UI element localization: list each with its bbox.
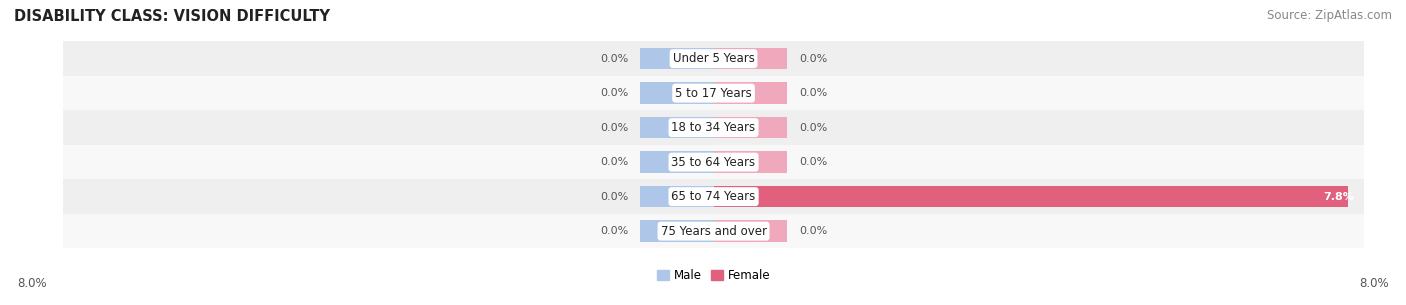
Text: 0.0%: 0.0% [600, 54, 628, 64]
Legend: Male, Female: Male, Female [657, 269, 770, 282]
Bar [713, 117, 787, 138]
Text: Source: ZipAtlas.com: Source: ZipAtlas.com [1267, 9, 1392, 22]
Text: 7.8%: 7.8% [1323, 192, 1354, 202]
Bar [63, 110, 1364, 145]
Bar [63, 214, 1364, 248]
Text: 0.0%: 0.0% [600, 192, 628, 202]
Text: 0.0%: 0.0% [799, 226, 827, 236]
Bar [713, 186, 1347, 207]
Text: 35 to 64 Years: 35 to 64 Years [672, 156, 755, 169]
Text: 0.0%: 0.0% [600, 123, 628, 133]
Bar [713, 48, 787, 69]
Bar [713, 221, 787, 242]
Bar [640, 221, 713, 242]
Bar [63, 145, 1364, 179]
Bar [640, 117, 713, 138]
Bar [63, 41, 1364, 76]
Bar [640, 186, 713, 207]
Bar [63, 179, 1364, 214]
Text: 5 to 17 Years: 5 to 17 Years [675, 87, 752, 100]
Text: 8.0%: 8.0% [1360, 277, 1389, 290]
Text: 8.0%: 8.0% [17, 277, 46, 290]
Text: 75 Years and over: 75 Years and over [661, 224, 766, 238]
Text: 0.0%: 0.0% [600, 157, 628, 167]
Text: 0.0%: 0.0% [600, 88, 628, 98]
Text: 0.0%: 0.0% [799, 123, 827, 133]
Text: 65 to 74 Years: 65 to 74 Years [672, 190, 755, 203]
Bar [640, 151, 713, 173]
Text: 0.0%: 0.0% [799, 157, 827, 167]
Text: 0.0%: 0.0% [600, 226, 628, 236]
Bar [63, 76, 1364, 110]
Bar [640, 82, 713, 104]
Bar [713, 151, 787, 173]
Text: Under 5 Years: Under 5 Years [672, 52, 755, 65]
Text: 18 to 34 Years: 18 to 34 Years [672, 121, 755, 134]
Text: 0.0%: 0.0% [799, 88, 827, 98]
Bar [713, 82, 787, 104]
Bar [640, 48, 713, 69]
Text: DISABILITY CLASS: VISION DIFFICULTY: DISABILITY CLASS: VISION DIFFICULTY [14, 9, 330, 24]
Text: 0.0%: 0.0% [799, 54, 827, 64]
